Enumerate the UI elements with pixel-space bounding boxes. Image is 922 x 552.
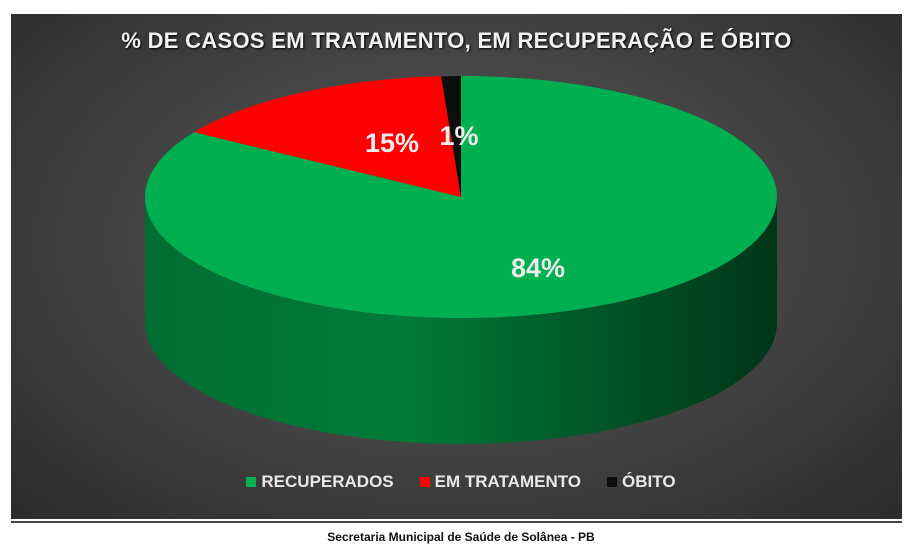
footer-credit: Secretaria Municipal de Saúde de Solânea… — [327, 530, 595, 544]
pie-side-recuperados — [145, 197, 777, 444]
legend-label: EM TRATAMENTO — [434, 472, 582, 491]
pie-slice-óbito — [441, 76, 461, 197]
legend: RECUPERADOS EM TRATAMENTO ÓBITO — [0, 472, 922, 492]
data-label: 84% — [511, 253, 565, 283]
pie-slice-recuperados — [145, 76, 778, 318]
legend-item-recuperados: RECUPERADOS — [246, 472, 394, 492]
legend-swatch-red — [419, 477, 430, 487]
pie-slice-em-tratamento — [194, 76, 461, 197]
legend-swatch-black — [607, 477, 618, 487]
legend-item-obito: ÓBITO — [607, 472, 676, 492]
chart-title: % DE CASOS EM TRATAMENTO, EM RECUPERAÇÃO… — [121, 28, 792, 53]
legend-swatch-green — [246, 477, 257, 487]
legend-label: ÓBITO — [622, 472, 676, 491]
legend-label: RECUPERADOS — [261, 472, 394, 491]
data-label: 1% — [439, 121, 478, 151]
legend-item-em-tratamento: EM TRATAMENTO — [419, 472, 582, 492]
data-label: 15% — [365, 128, 419, 158]
divider — [11, 521, 902, 523]
